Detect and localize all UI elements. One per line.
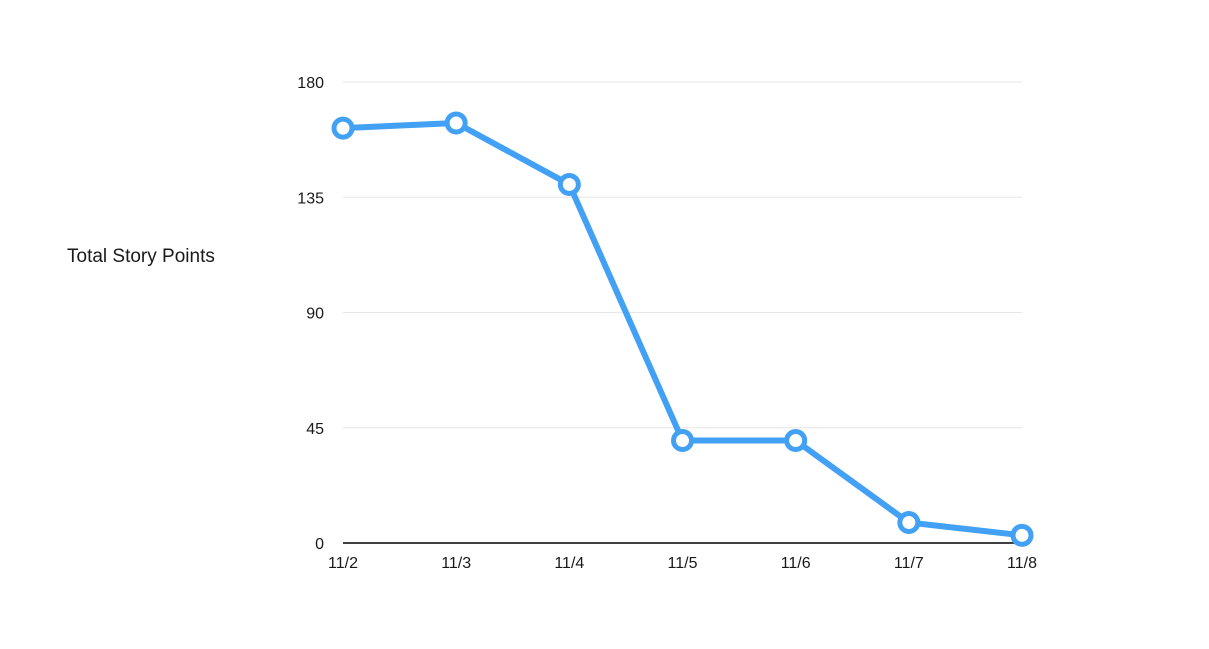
y-tick-label: 180 [297, 75, 324, 92]
data-point-11-6 [784, 429, 808, 453]
y-axis-title: Total Story Points [67, 246, 215, 267]
data-point-11-4 [557, 172, 581, 196]
y-tick-label: 0 [315, 536, 324, 553]
data-point-11-5 [671, 429, 694, 453]
data-point-11-8 [1010, 523, 1034, 547]
grid-layer [343, 81, 1022, 429]
series-layer [331, 111, 1034, 547]
label-layer: Total Story Points 0 45 90 135 180 11/2 11/3 11… [67, 75, 1037, 572]
y-tick-label: 135 [297, 190, 324, 207]
y-tick-label: 90 [306, 306, 324, 323]
x-tick-label: 11/8 [1007, 555, 1037, 572]
y-tick-label: 45 [306, 421, 324, 438]
x-tick-label: 11/5 [668, 555, 698, 572]
x-tick-label: 11/7 [894, 555, 924, 572]
x-tick-label: 11/2 [328, 555, 358, 572]
data-point-11-2 [331, 116, 355, 140]
series-line [340, 119, 1025, 539]
data-point-11-3 [444, 111, 468, 135]
x-tick-label: 11/4 [554, 555, 584, 572]
x-tick-label: 11/6 [781, 555, 811, 572]
x-tick-label: 11/3 [441, 555, 471, 572]
data-point-11-7 [897, 511, 921, 535]
